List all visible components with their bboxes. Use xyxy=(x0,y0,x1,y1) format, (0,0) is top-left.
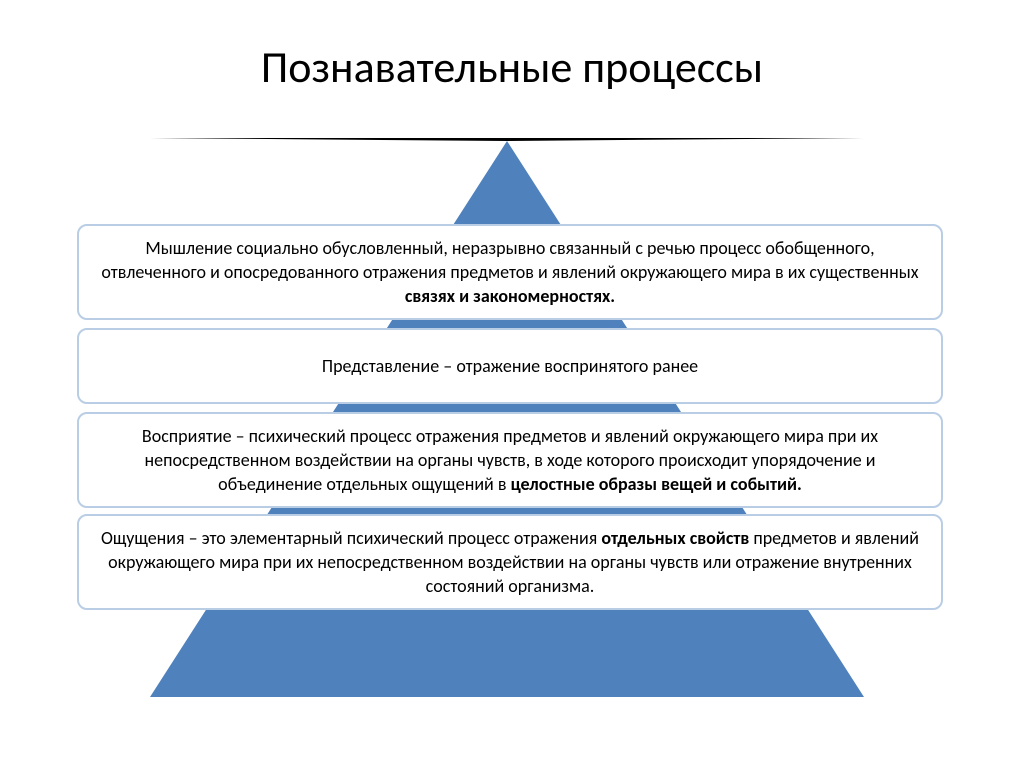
pyramid-level-2: Восприятие – психический процесс отражен… xyxy=(77,412,943,508)
pyramid-level-1: Представление – отражение воспринятого р… xyxy=(77,328,943,404)
pyramid-level-3: Ощущения – это элементарный психический … xyxy=(77,514,943,610)
pyramid-level-0: Мышление социально обусловленный, неразр… xyxy=(77,224,943,320)
pyramid-level-text-0: Мышление социально обусловленный, неразр… xyxy=(99,236,921,309)
pyramid-level-text-1: Представление – отражение воспринятого р… xyxy=(99,354,921,378)
pyramid-level-text-2: Восприятие – психический процесс отражен… xyxy=(99,424,921,497)
pyramid-level-text-3: Ощущения – это элементарный психический … xyxy=(99,526,921,599)
slide: Познавательные процессы Мышление социаль… xyxy=(0,0,1024,767)
page-title: Познавательные процессы xyxy=(0,40,1024,94)
